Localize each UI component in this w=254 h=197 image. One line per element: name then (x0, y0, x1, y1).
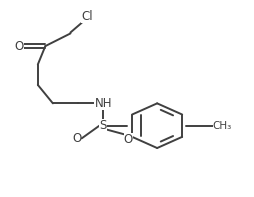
Text: O: O (72, 132, 81, 145)
Text: CH₃: CH₃ (213, 121, 232, 131)
Text: O: O (124, 133, 133, 146)
Text: O: O (14, 40, 24, 53)
Text: Cl: Cl (81, 10, 93, 23)
Text: NH: NH (94, 97, 112, 110)
Text: S: S (100, 119, 107, 132)
